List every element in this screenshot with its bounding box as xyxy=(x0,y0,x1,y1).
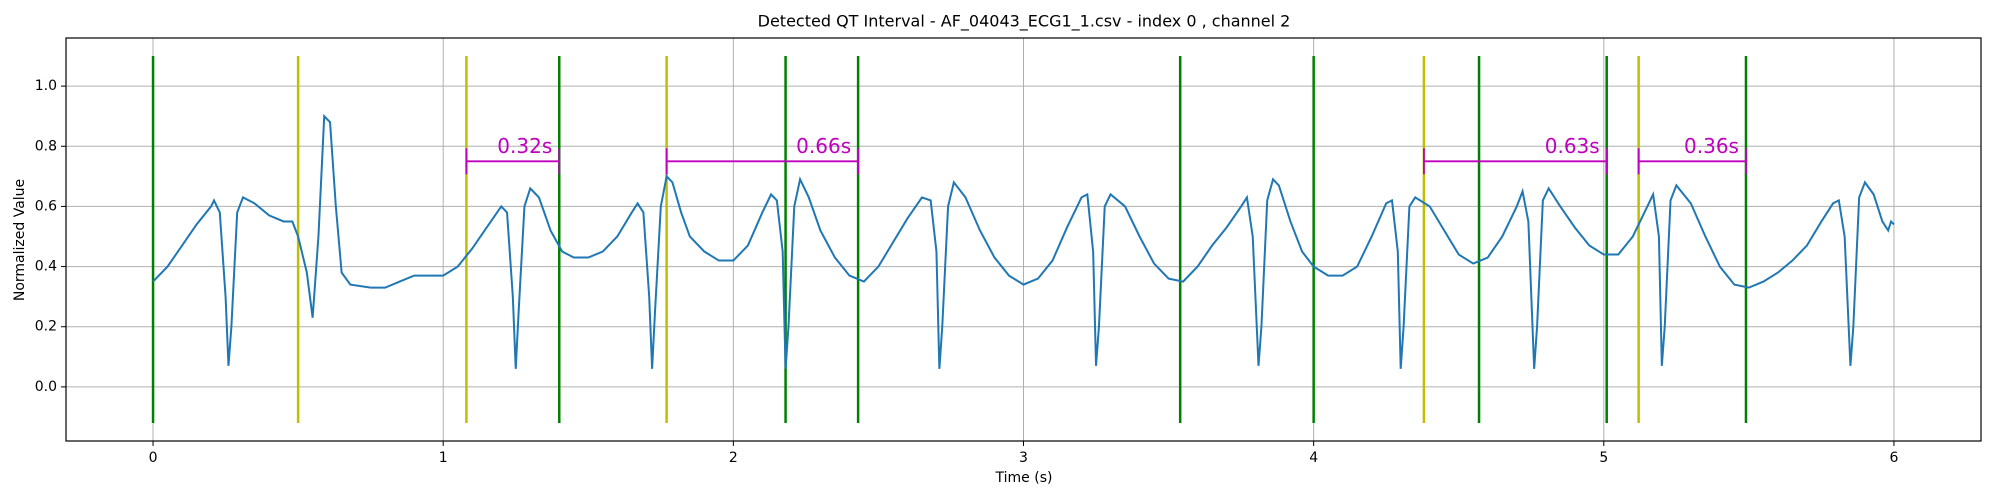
chart-title: Detected QT Interval - AF_04043_ECG1_1.c… xyxy=(758,12,1291,32)
interval-label: 0.63s xyxy=(1545,134,1600,158)
ecg-line xyxy=(152,113,1895,369)
y-tick-label: 0.2 xyxy=(35,319,57,335)
x-tick-label: 2 xyxy=(729,450,738,466)
x-axis-label: Time (s) xyxy=(995,470,1053,486)
x-tick-label: 4 xyxy=(1309,450,1318,466)
y-axis-label: Normalized Value xyxy=(12,179,28,301)
interval-label: 0.32s xyxy=(497,134,552,158)
x-tick-label: 5 xyxy=(1599,450,1608,466)
interval-label: 0.36s xyxy=(1684,134,1739,158)
y-tick-label: 0.8 xyxy=(35,138,57,154)
interval-label: 0.66s xyxy=(796,134,851,158)
x-tick-label: 0 xyxy=(149,450,158,466)
y-tick-label: 0.0 xyxy=(35,379,57,395)
y-tick-label: 1.0 xyxy=(35,78,57,94)
plot-frame xyxy=(65,37,1982,442)
x-tick-label: 1 xyxy=(439,450,448,466)
y-tick-label: 0.4 xyxy=(35,259,57,275)
y-tick-label: 0.6 xyxy=(35,198,57,214)
x-tick-label: 3 xyxy=(1019,450,1028,466)
x-tick-label: 6 xyxy=(1889,450,1898,466)
